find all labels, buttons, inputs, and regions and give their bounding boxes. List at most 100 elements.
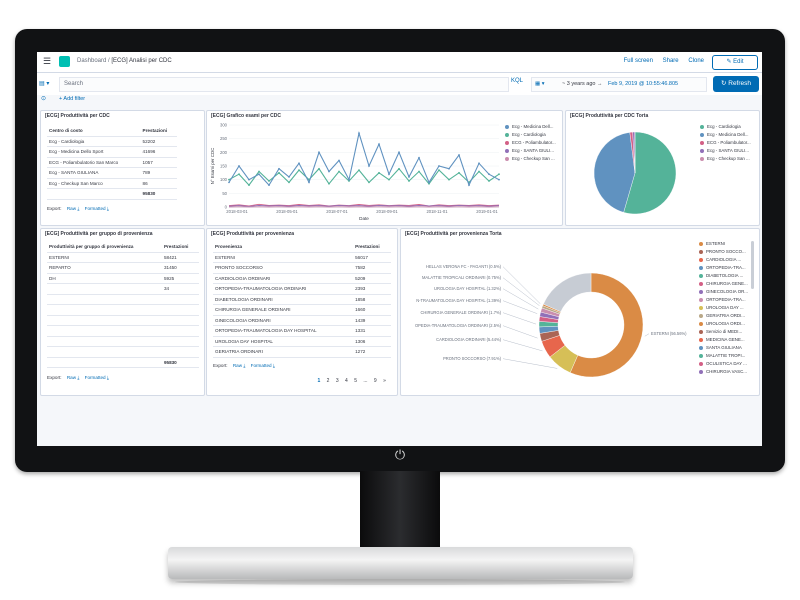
export-formatted-link[interactable]: Formatted ⤓ xyxy=(250,363,275,368)
legend-item[interactable]: DIABETOLOGIA ... xyxy=(699,273,748,281)
legend-item[interactable]: Ecg - Checkup San ... xyxy=(700,156,751,164)
legend-item[interactable]: Ecg - Cardiologia xyxy=(505,132,556,140)
table-total-row: 95830 xyxy=(47,188,177,200)
legend-item[interactable]: UROLOGIA ORDI... xyxy=(699,321,748,329)
data-point xyxy=(258,170,260,173)
export-raw-link[interactable]: Raw ⤓ xyxy=(66,206,80,211)
share-link[interactable]: Share xyxy=(662,58,679,64)
page-link[interactable]: 5 xyxy=(354,378,357,384)
panel-grafico-esami: [ECG] Grafico esami per CDC 0 50 100 150 200… xyxy=(206,110,563,226)
export-raw-link[interactable]: Raw ⤓ xyxy=(66,375,80,380)
label-leader xyxy=(502,277,540,306)
legend-dot xyxy=(699,249,703,254)
download-icon: ⤓ xyxy=(272,363,275,368)
legend-dot xyxy=(700,132,704,137)
legend-item[interactable]: ORTOPEDIA-TRA... xyxy=(699,265,748,273)
legend-item[interactable]: Ecg - Checkup San ... xyxy=(505,156,556,164)
filter-options-icon[interactable]: ▤ ▾ xyxy=(39,81,50,87)
table-row-empty xyxy=(47,346,199,358)
legend-item[interactable]: MALATTIE TROPI... xyxy=(699,353,748,361)
legend-item[interactable]: MEDICINA GENE... xyxy=(699,337,748,345)
legend-label: Ecg - Medicina Dell... xyxy=(707,132,749,137)
clone-link[interactable]: Clone xyxy=(688,58,704,64)
legend-item[interactable]: ECG - Poliambulator... xyxy=(700,140,751,148)
legend-item[interactable]: ESTERNI xyxy=(699,241,748,249)
panel-produttivita-cdc-torta: [ECG] Produttività per CDC Torta Ecg - C… xyxy=(565,110,760,226)
edit-button[interactable]: ✎ Edit xyxy=(712,55,758,70)
legend-dot xyxy=(505,124,509,129)
legend-label: Ecg - SANTA GIULI... xyxy=(512,148,554,153)
page-link[interactable]: 9 xyxy=(373,378,377,384)
legend-item[interactable]: Ecg - SANTA GIULI... xyxy=(505,148,556,156)
time-absolute[interactable]: Feb 9, 2019 @ 10:55:46.805 xyxy=(608,81,679,87)
menu-icon[interactable]: ☰ xyxy=(43,56,52,66)
legend-item[interactable]: Ecg - Medicina Dell... xyxy=(505,124,556,132)
kql-toggle[interactable]: KQL xyxy=(511,78,524,84)
x-tick-label: 2019-01-01 xyxy=(476,209,498,214)
y-axis-label: N° Esami per CDC xyxy=(210,148,215,185)
search-input[interactable]: Search xyxy=(59,77,509,92)
legend-label: Ecg - Checkup San ... xyxy=(707,156,750,161)
legend-item[interactable]: CHIRURGIA GENE... xyxy=(699,281,748,289)
legend-item[interactable]: GINECOLOGIA OR... xyxy=(699,289,748,297)
label-leader xyxy=(502,312,537,325)
refresh-icon: ↻ xyxy=(720,80,727,87)
column-header[interactable]: Prestazioni xyxy=(161,242,199,253)
legend-item[interactable]: PRONTO SOCCO... xyxy=(699,249,748,257)
table-row: ORTOPEDIA-TRAUMATOLOGIA ORDINARI 2393 xyxy=(213,283,391,295)
legend-item[interactable]: ORTOPEDIA-TRA... xyxy=(699,297,748,305)
legend-item[interactable]: Servizio di MEDI... xyxy=(699,329,748,337)
legend-scrollbar[interactable] xyxy=(751,241,754,289)
data-point xyxy=(478,162,480,165)
page-link[interactable]: 1 xyxy=(317,378,321,384)
export-raw-link[interactable]: Raw ⤓ xyxy=(232,363,246,368)
page-link[interactable]: 3 xyxy=(335,378,339,384)
column-header[interactable]: Provenienza xyxy=(213,242,354,253)
legend-label: Ecg - Checkup San ... xyxy=(512,156,555,161)
legend-item[interactable]: UROLOGIA DAY ... xyxy=(699,305,748,313)
table-row-empty xyxy=(47,304,199,316)
legend-label: UROLOGIA ORDI... xyxy=(706,321,745,326)
next-page-button[interactable]: » xyxy=(383,378,386,384)
table-row: DIABETOLOGIA ORDINARI 1858 xyxy=(213,294,391,305)
legend-item[interactable]: Ecg - Cardiologia xyxy=(700,124,751,132)
data-point xyxy=(418,156,420,159)
legend-item[interactable]: CHIRURGIA VASC... xyxy=(699,369,748,377)
dashboard-app-icon[interactable] xyxy=(59,56,70,67)
data-point xyxy=(408,176,410,178)
export-formatted-link[interactable]: Formatted ⤓ xyxy=(84,375,109,380)
legend-label: Ecg - Medicina Dell... xyxy=(512,124,554,129)
column-header[interactable]: Centro di costo xyxy=(47,126,141,137)
legend-dot xyxy=(699,305,703,310)
legend-item[interactable]: ECG - Poliambulator... xyxy=(505,140,556,148)
export-formatted-link[interactable]: Formatted ⤓ xyxy=(84,206,109,211)
legend-label: Ecg - Cardiologia xyxy=(512,132,546,137)
filter-settings-icon[interactable]: ⊙ xyxy=(41,96,47,102)
legend-item[interactable]: Ecg - Medicina Dell... xyxy=(700,132,751,140)
data-point xyxy=(318,151,320,154)
add-filter-link[interactable]: + Add filter xyxy=(59,96,86,102)
cdc-pie-chart xyxy=(593,131,677,215)
column-header[interactable]: Prestazioni xyxy=(353,242,391,253)
y-tick-label: 100 xyxy=(220,177,228,182)
legend-item[interactable]: Ecg - SANTA GIULI... xyxy=(700,148,751,156)
page-link[interactable]: 4 xyxy=(345,378,348,384)
data-point xyxy=(338,159,340,162)
legend-label: PRONTO SOCCO... xyxy=(706,249,746,254)
calendar-icon[interactable]: ▦ ▾ xyxy=(535,81,545,87)
table-row: ORTOPEDIA-TRAUMATOLOGIA DAY HOSPITAL 1331 xyxy=(213,325,391,337)
time-relative[interactable]: ~ 3 years ago → xyxy=(562,81,603,87)
legend-item[interactable]: SANTA GIULIANA xyxy=(699,345,748,353)
date-picker[interactable]: ▦ ▾ ~ 3 years ago → Feb 9, 2019 @ 10:55:… xyxy=(531,77,707,92)
page-link[interactable]: 2 xyxy=(326,378,330,384)
column-header[interactable]: Produttività per gruppo di provenienza xyxy=(47,242,162,253)
data-point xyxy=(468,184,470,187)
refresh-button[interactable]: ↻ Refresh xyxy=(713,76,759,92)
full-screen-link[interactable]: Full screen xyxy=(623,58,653,64)
breadcrumb-root[interactable]: Dashboard xyxy=(77,58,107,64)
legend-item[interactable]: OCULISTICA DAY ... xyxy=(699,361,748,369)
column-header[interactable]: Prestazioni xyxy=(140,126,177,137)
legend-item[interactable]: GERIATRIA ORDI... xyxy=(699,313,748,321)
legend-dot xyxy=(699,369,703,374)
legend-item[interactable]: CARDIOLOGIA ... xyxy=(699,257,748,265)
